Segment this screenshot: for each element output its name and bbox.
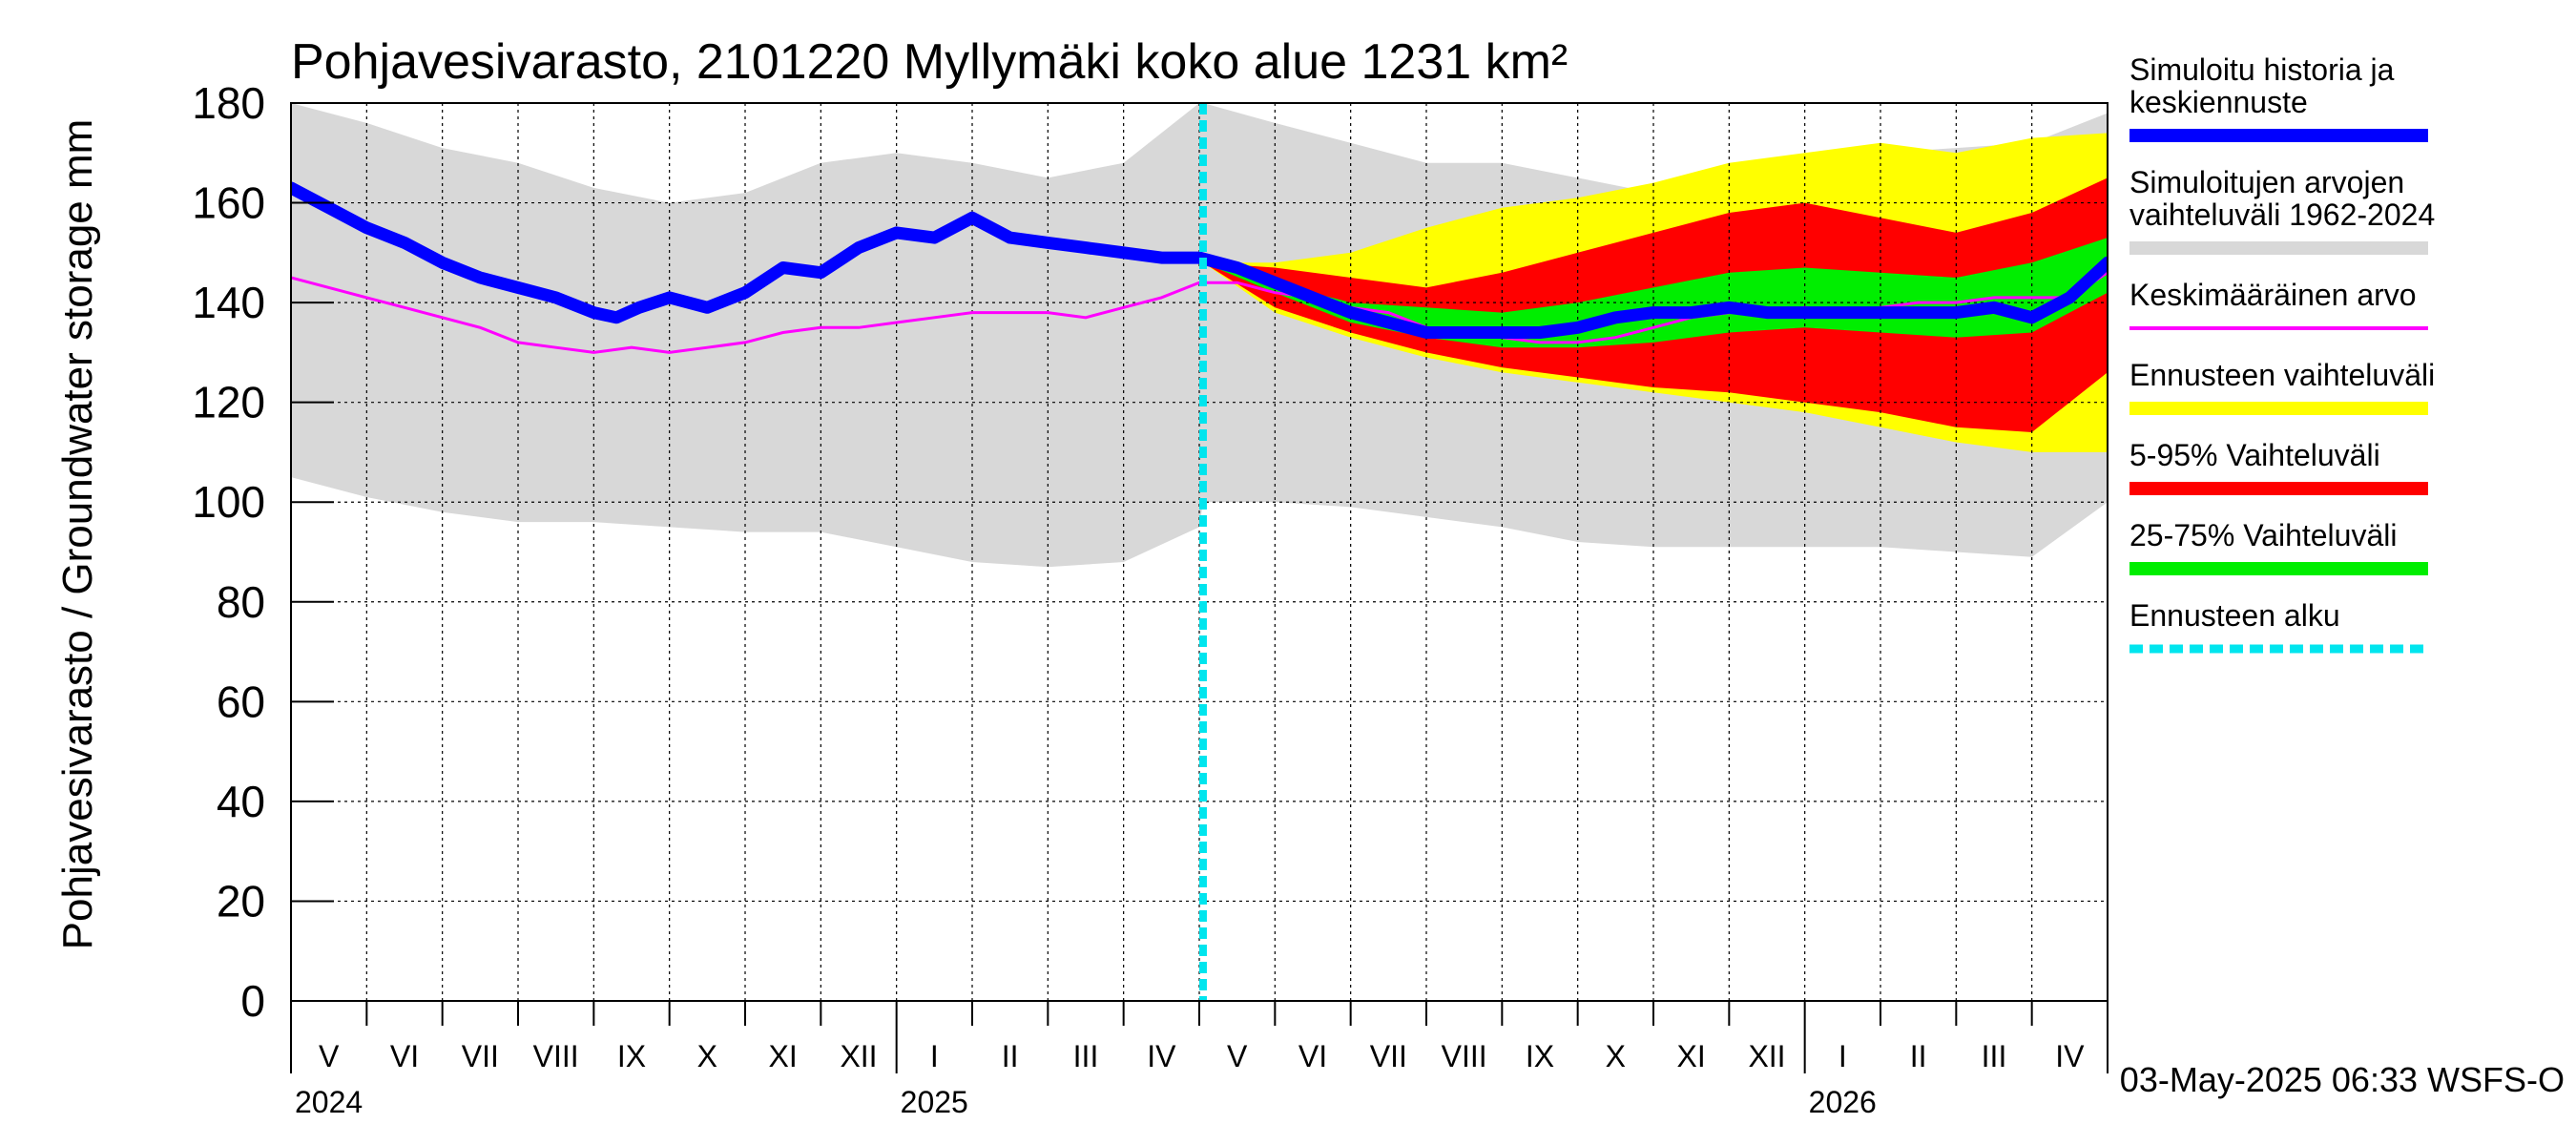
x-year-label: 2024 <box>295 1085 363 1119</box>
legend-entry-p5_95: 5-95% Vaihteluväli <box>2129 438 2428 495</box>
x-month-label: VI <box>1298 1039 1327 1073</box>
x-month-label: IV <box>1147 1039 1176 1073</box>
legend-entry-mean: Keskimääräinen arvo <box>2129 278 2428 330</box>
x-month-label: XII <box>840 1039 877 1073</box>
legend-label: Keskimääräinen arvo <box>2129 278 2417 312</box>
x-month-label: II <box>1910 1039 1927 1073</box>
legend-entry-p25_75: 25-75% Vaihteluväli <box>2129 518 2428 575</box>
y-tick-label: 100 <box>192 477 265 527</box>
x-month-label: X <box>697 1039 717 1073</box>
y-tick-label: 160 <box>192 178 265 228</box>
legend-label: Ennusteen vaihteluväli <box>2129 358 2435 392</box>
x-year-label: 2025 <box>901 1085 968 1119</box>
timestamp-label: 03-May-2025 06:33 WSFS-O <box>2120 1060 2565 1099</box>
y-tick-label: 20 <box>217 876 265 926</box>
x-month-label: VI <box>390 1039 419 1073</box>
legend-label: keskiennuste <box>2129 85 2308 119</box>
y-axis-label: Pohjavesivarasto / Groundwater storage m… <box>54 119 101 950</box>
x-month-label: III <box>1982 1039 2007 1073</box>
x-month-label: I <box>930 1039 939 1073</box>
legend-entry-range_forecast: Ennusteen vaihteluväli <box>2129 358 2435 415</box>
x-month-label: VII <box>462 1039 499 1073</box>
plot-area <box>291 103 2108 1001</box>
x-month-label: XI <box>769 1039 798 1073</box>
y-tick-label: 60 <box>217 677 265 726</box>
legend-label: Simuloitu historia ja <box>2129 52 2395 87</box>
y-tick-label: 180 <box>192 78 265 128</box>
y-tick-label: 120 <box>192 378 265 427</box>
legend-label: 25-75% Vaihteluväli <box>2129 518 2397 552</box>
p25-75-range-band <box>1203 238 2108 348</box>
y-tick-label: 0 <box>240 976 265 1026</box>
y-axis-ticks: 0 20 40 60 80 100 120 140 160 180 <box>192 78 334 1026</box>
legend-label: vaihteluväli 1962-2024 <box>2129 198 2435 232</box>
x-year-label: 2026 <box>1809 1085 1877 1119</box>
y-tick-label: 140 <box>192 278 265 327</box>
x-month-label: IX <box>617 1039 646 1073</box>
y-tick-label: 80 <box>217 577 265 627</box>
x-month-label: XI <box>1677 1039 1706 1073</box>
x-month-label: I <box>1839 1039 1847 1073</box>
x-month-label: III <box>1073 1039 1099 1073</box>
legend-label: Simuloitujen arvojen <box>2129 165 2404 199</box>
x-month-label: VIII <box>533 1039 579 1073</box>
x-axis-month-labels: V VI VII VIII IX X XI XII I II III IV V VI VII VIII IX X X… <box>290 1001 2109 1119</box>
x-month-label: V <box>1227 1039 1248 1073</box>
x-month-label: IV <box>2055 1039 2085 1073</box>
x-month-label: VII <box>1370 1039 1407 1073</box>
x-month-label: II <box>1002 1039 1019 1073</box>
chart-title: Pohjavesivarasto, 2101220 Myllymäki koko… <box>291 34 1568 90</box>
x-month-label: IX <box>1526 1039 1554 1073</box>
x-month-label: VIII <box>1442 1039 1487 1073</box>
legend-label: Ennusteen alku <box>2129 598 2340 633</box>
legend-label: 5-95% Vaihteluväli <box>2129 438 2380 472</box>
legend: Simuloitu historia jakeskiennusteSimuloi… <box>2129 52 2435 654</box>
x-month-label: V <box>319 1039 340 1073</box>
x-month-label: XII <box>1748 1039 1785 1073</box>
y-tick-label: 40 <box>217 777 265 826</box>
x-month-label: X <box>1606 1039 1626 1073</box>
history-and-mean-forecast-line <box>291 181 2108 339</box>
legend-entry-forecast_start: Ennusteen alku <box>2129 598 2428 654</box>
